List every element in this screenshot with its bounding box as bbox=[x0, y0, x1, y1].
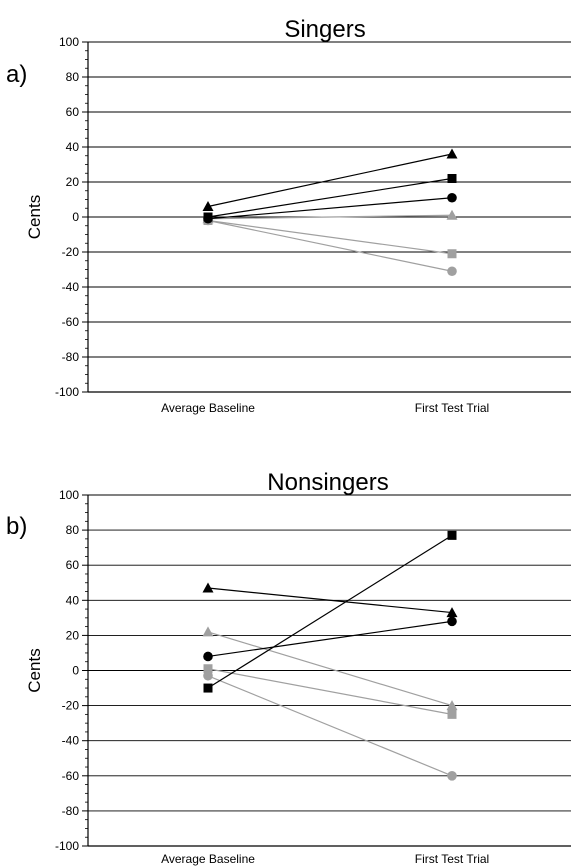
data-point-circle bbox=[203, 213, 213, 224]
chart-panel-1: Singers a) Cents 100 80 60 40 20 0 -20 -40 -60 -80 -1… bbox=[6, 16, 571, 415]
panel-label: a) bbox=[6, 61, 27, 88]
series-line bbox=[207, 177, 453, 218]
y-tick-label: 80 bbox=[66, 523, 80, 537]
series-line bbox=[207, 631, 453, 707]
series-line bbox=[207, 620, 453, 658]
x-tick-label: Average Baseline bbox=[161, 401, 255, 415]
chart-panel-2: Nonsingers b) Cents 100 80 60 40 20 0 -20 -40 -60 -8… bbox=[6, 469, 571, 866]
data-point-circle bbox=[447, 266, 457, 277]
data-point-triangle bbox=[202, 626, 214, 637]
data-point-triangle bbox=[446, 700, 458, 711]
data-point-square bbox=[447, 709, 457, 719]
y-tick-label: -40 bbox=[62, 734, 80, 748]
y-tick-label: 40 bbox=[66, 593, 80, 607]
chart-title: Nonsingers bbox=[267, 469, 388, 496]
data-point-circle bbox=[447, 192, 457, 203]
y-axis-label: Cents bbox=[25, 648, 44, 692]
data-point-square bbox=[203, 664, 213, 674]
y-axis-label: Cents bbox=[25, 195, 44, 239]
series-line bbox=[207, 219, 453, 272]
y-tick-label: -40 bbox=[62, 280, 80, 294]
series-line bbox=[207, 587, 453, 614]
y-tick-label: 0 bbox=[72, 210, 79, 224]
data-point-triangle bbox=[202, 582, 214, 593]
series-line bbox=[207, 197, 453, 220]
y-tick-label: 60 bbox=[66, 105, 80, 119]
data-point-square bbox=[447, 174, 457, 183]
series-line bbox=[207, 153, 453, 208]
data-point-triangle bbox=[202, 201, 214, 211]
panel-label: b) bbox=[6, 513, 27, 540]
series-line bbox=[207, 219, 453, 255]
y-tick-label: 80 bbox=[66, 70, 80, 84]
y-tick-label: 60 bbox=[66, 558, 80, 572]
data-point-triangle bbox=[446, 148, 458, 159]
series-line bbox=[207, 214, 453, 220]
data-point-square bbox=[447, 530, 457, 540]
y-tick-label: -60 bbox=[62, 769, 80, 783]
x-tick-label: First Test Trial bbox=[415, 852, 489, 866]
y-tick-label: 100 bbox=[59, 488, 79, 502]
y-tick-label: -20 bbox=[62, 245, 80, 259]
y-tick-label: -100 bbox=[55, 385, 79, 399]
data-point-square bbox=[447, 249, 457, 259]
x-tick-label: First Test Trial bbox=[415, 401, 489, 415]
data-point-triangle bbox=[446, 209, 458, 220]
y-tick-label: -60 bbox=[62, 315, 80, 329]
y-tick-label: 20 bbox=[66, 628, 80, 642]
series-line bbox=[207, 534, 453, 689]
data-point-triangle bbox=[446, 607, 458, 618]
y-tick-label: -80 bbox=[62, 804, 80, 818]
y-tick-label: 0 bbox=[72, 664, 79, 678]
data-point-circle bbox=[203, 651, 213, 662]
y-tick-label: 100 bbox=[59, 35, 79, 49]
data-point-circle bbox=[447, 771, 457, 781]
x-tick-label: Average Baseline bbox=[161, 852, 255, 866]
series-line bbox=[207, 675, 453, 777]
data-point-circle bbox=[447, 616, 457, 627]
y-tick-label: -100 bbox=[55, 839, 79, 853]
y-tick-label: 40 bbox=[66, 140, 80, 154]
chart-title: Singers bbox=[284, 16, 365, 43]
y-tick-label: 20 bbox=[66, 175, 80, 189]
series-line bbox=[207, 668, 453, 715]
y-tick-label: -20 bbox=[62, 699, 80, 713]
data-point-circle bbox=[203, 670, 213, 681]
y-tick-label: -80 bbox=[62, 350, 80, 364]
data-point-square bbox=[203, 683, 213, 693]
